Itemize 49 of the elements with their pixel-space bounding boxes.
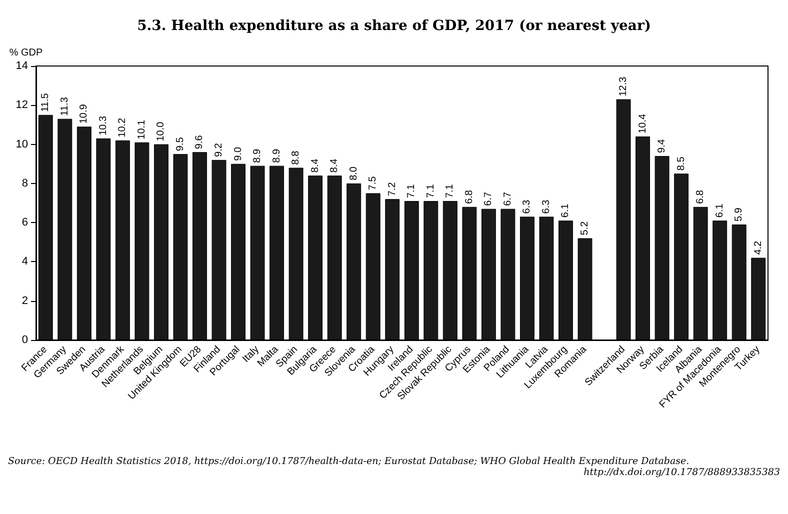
data-label: 7.1: [444, 184, 456, 198]
data-label: 7.1: [425, 184, 436, 198]
data-label: 5.9: [734, 207, 745, 222]
data-label: 8.5: [676, 156, 687, 171]
data-label: 6.3: [522, 199, 533, 214]
y-tick-label: 10: [16, 138, 28, 150]
data-label: 10.4: [637, 114, 648, 134]
y-tick-label: 4: [22, 256, 28, 268]
data-label: 8.8: [290, 150, 302, 165]
data-label: 6.8: [464, 190, 475, 204]
data-label: 6.3: [540, 199, 552, 214]
source-note: Source: OECD Health Statistics 2018, https://doi.org/10.1787/health-data-en; Eurostat Database; WHO Global Health Expenditure Database.: [8, 456, 690, 467]
y-tick-label: 14: [16, 60, 28, 72]
y-tick-label: 6: [22, 216, 28, 229]
data-label: 11.5: [40, 92, 52, 112]
data-label: 7.2: [386, 182, 398, 196]
chart-title: 5.3. Health expenditure as a share of GDP, 2017 (or nearest year): [137, 18, 651, 34]
y-axis-title: % GDP: [9, 48, 43, 58]
data-label: 4.2: [752, 240, 764, 255]
y-tick-label: 0: [22, 334, 28, 346]
data-label: 9.6: [194, 134, 206, 150]
data-label: 9.0: [232, 146, 244, 161]
data-label: 6.1: [714, 203, 726, 218]
y-tick-label: 12: [16, 99, 28, 112]
data-label: 6.7: [502, 192, 514, 206]
data-label: 9.4: [656, 138, 668, 154]
y-tick-label: 2: [22, 294, 28, 307]
data-label: 8.9: [252, 148, 264, 163]
data-label: 12.3: [618, 76, 630, 96]
data-label: 10.9: [78, 104, 90, 124]
data-label: 9.5: [174, 136, 186, 152]
data-label: 10.1: [136, 119, 148, 140]
data-label: 7.5: [368, 176, 379, 190]
y-tick-label: 8: [22, 177, 28, 190]
data-label: 7.1: [406, 184, 418, 198]
data-label: 8.4: [310, 158, 321, 173]
data-label: 6.7: [483, 192, 494, 206]
data-label: 10.2: [117, 117, 128, 138]
data-label: 10.3: [98, 116, 109, 136]
data-label: 11.3: [59, 96, 70, 116]
data-label: 6.8: [695, 190, 706, 204]
data-label: 8.4: [329, 158, 340, 173]
data-label: 9.2: [214, 142, 224, 157]
text: http://dx.doi.org/10.1787/888933835383: [582, 467, 780, 478]
data-label: 5.2: [580, 220, 590, 236]
data-label: 6.1: [560, 203, 572, 218]
data-label: 8.0: [348, 166, 360, 180]
data-label: 10.0: [156, 121, 167, 142]
data-label: 8.9: [271, 148, 282, 163]
